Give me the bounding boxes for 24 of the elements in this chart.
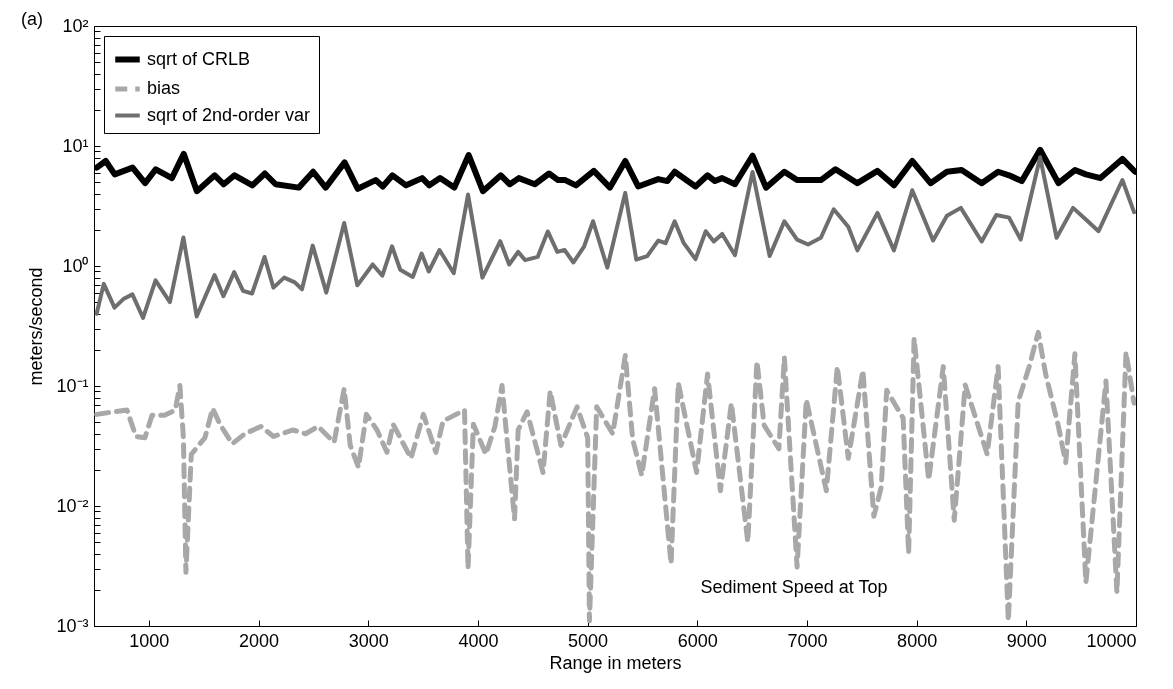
y-tick-label: 10⁻³ xyxy=(56,615,89,636)
annotation: Sediment Speed at Top xyxy=(700,577,888,597)
x-tick-label: 1000 xyxy=(129,630,170,651)
x-tick-label: 7000 xyxy=(787,630,828,651)
x-tick-label: 5000 xyxy=(568,630,609,651)
x-tick-label: 9000 xyxy=(1006,630,1047,651)
x-tick-label: 6000 xyxy=(677,630,718,651)
x-axis-title: Range in meters xyxy=(549,652,682,673)
x-tick-label: 2000 xyxy=(239,630,280,651)
y-tick-label: 10² xyxy=(62,15,89,36)
y-tick-label: 10¹ xyxy=(62,135,89,156)
y-tick-label: 10⁻¹ xyxy=(56,375,89,396)
x-tick-label: 3000 xyxy=(348,630,389,651)
x-tick-label: 4000 xyxy=(458,630,499,651)
x-tick-label: 8000 xyxy=(897,630,938,651)
x-tick-label: 10000 xyxy=(1086,630,1137,651)
line-series xyxy=(94,155,1136,320)
legend-label: sqrt of 2nd-order var xyxy=(147,104,311,125)
text: (a) xyxy=(21,9,43,29)
y-tick-label: 10⁻² xyxy=(56,495,89,516)
y-axis-title: meters/second xyxy=(26,267,47,386)
legend-label: sqrt of CRLB xyxy=(147,48,251,69)
y-tick-label: 10⁰ xyxy=(62,255,89,276)
legend-label: bias xyxy=(147,78,181,98)
